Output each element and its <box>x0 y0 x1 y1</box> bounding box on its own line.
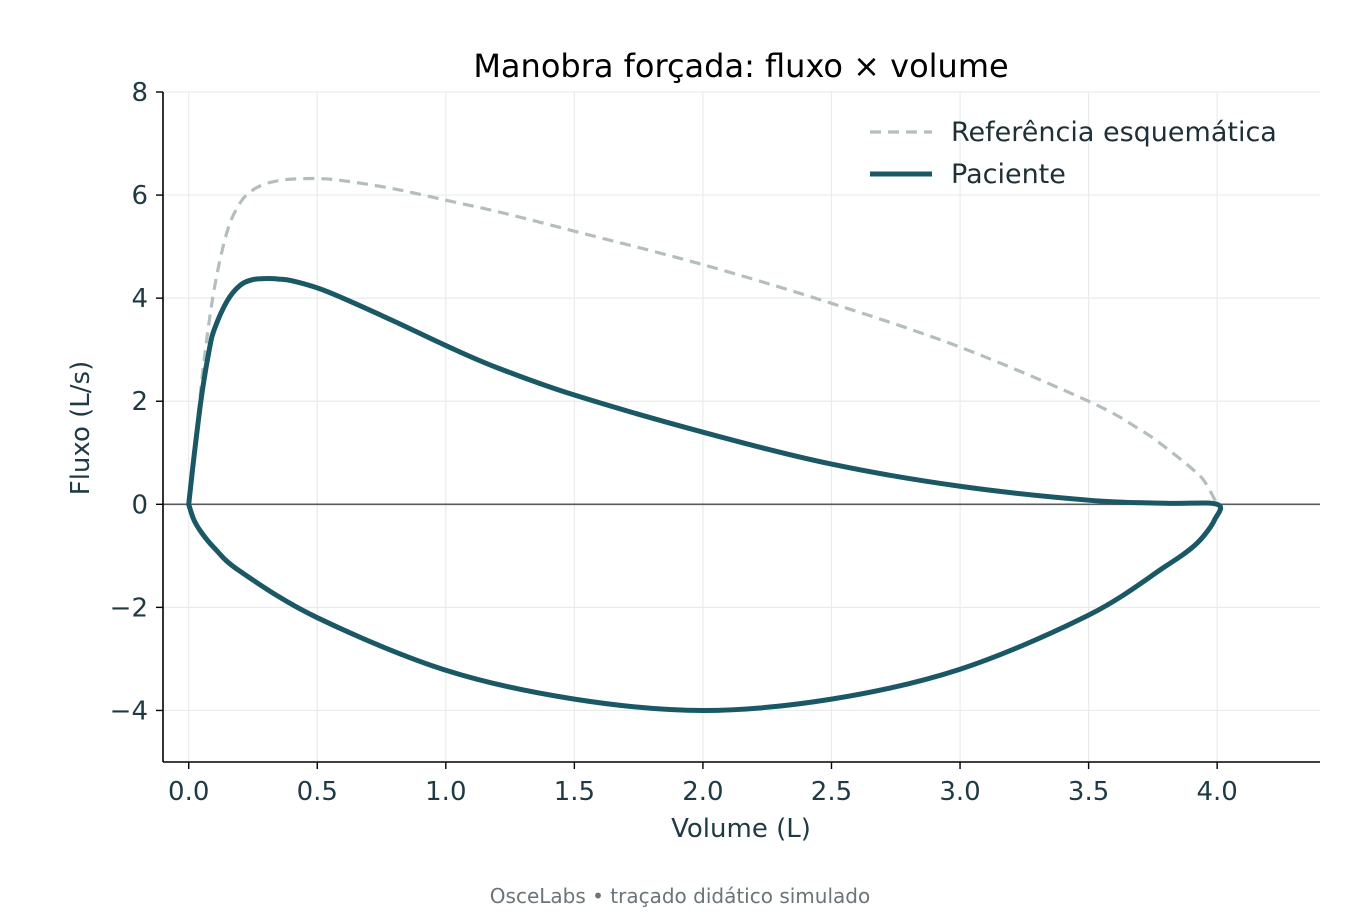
x-tick-label: 2.5 <box>811 777 852 807</box>
y-tick-label: −2 <box>110 593 148 623</box>
patient-series-line <box>186 276 1223 713</box>
footer-caption: OsceLabs • traçado didático simulado <box>490 884 870 908</box>
y-tick-label: 0 <box>131 490 148 520</box>
y-ticks: −4 −2 0 2 4 6 8 <box>110 78 163 726</box>
legend-label-patient: Paciente <box>951 159 1066 190</box>
axes <box>162 92 1320 763</box>
x-tick-label: 1.0 <box>425 777 466 807</box>
chart-title: Manobra forçada: fluxo × volume <box>473 47 1008 85</box>
reference-series-line <box>187 176 1219 506</box>
y-tick-label: 6 <box>131 181 148 211</box>
x-tick-label: 4.0 <box>1196 777 1237 807</box>
y-tick-label: 4 <box>131 284 148 314</box>
x-axis-label: Volume (L) <box>671 814 811 844</box>
x-tick-label: 3.0 <box>939 777 980 807</box>
x-tick-label: 0.5 <box>297 777 338 807</box>
y-tick-label: 8 <box>131 78 148 108</box>
x-ticks: 0.0 0.5 1.0 1.5 2.0 2.5 3.0 3.5 4.0 <box>168 762 1238 807</box>
legend-label-reference: Referência esquemática <box>951 117 1277 148</box>
x-tick-label: 2.0 <box>682 777 723 807</box>
grid <box>163 91 1320 762</box>
x-tick-label: 3.5 <box>1068 777 1109 807</box>
x-tick-label: 0.0 <box>168 777 209 807</box>
y-tick-label: 2 <box>131 387 148 417</box>
y-tick-label: −4 <box>110 696 148 726</box>
legend: Referência esquemática Paciente <box>870 117 1277 190</box>
y-axis-label: Fluxo (L/s) <box>66 361 96 496</box>
x-tick-label: 1.5 <box>554 777 595 807</box>
series-lines <box>186 176 1223 713</box>
